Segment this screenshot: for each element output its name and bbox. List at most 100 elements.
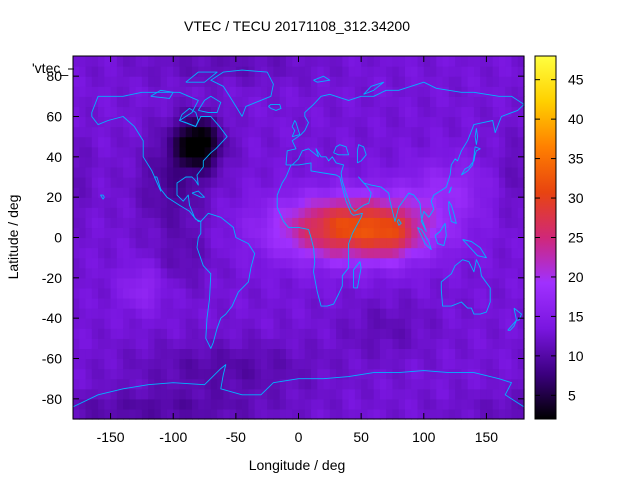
heatmap-cell xyxy=(423,277,431,289)
coastline-victoria-island xyxy=(150,89,174,99)
heatmap-cell xyxy=(179,257,187,269)
heatmap-cell xyxy=(179,227,187,239)
heatmap-cell xyxy=(217,308,224,319)
heatmap-cell xyxy=(235,76,243,87)
heatmap-cell xyxy=(311,308,318,319)
heatmap-cell xyxy=(361,207,368,218)
heatmap-cell xyxy=(323,408,331,420)
heatmap-cell xyxy=(373,378,381,390)
heatmap-cell xyxy=(160,338,168,350)
heatmap-cell xyxy=(104,76,112,87)
heatmap-cell xyxy=(185,187,193,198)
coastline-madagascar xyxy=(353,261,362,289)
heatmap-cell xyxy=(430,126,437,138)
heatmap-cell xyxy=(223,126,231,138)
heatmap-cell xyxy=(98,298,105,309)
heatmap-cell xyxy=(404,86,412,97)
heatmap-cell xyxy=(505,298,513,309)
heatmap-cell xyxy=(348,187,356,198)
heatmap-cell xyxy=(141,116,149,128)
heatmap-cell xyxy=(398,277,406,289)
heatmap-cell xyxy=(480,328,488,339)
heatmap-cell xyxy=(329,197,337,208)
heatmap-cell xyxy=(229,338,237,350)
heatmap-cell xyxy=(123,106,130,118)
heatmap-cell xyxy=(342,287,350,299)
heatmap-cell xyxy=(160,66,168,77)
heatmap-cell xyxy=(104,106,112,118)
heatmap-cell xyxy=(204,187,212,198)
heatmap-cell xyxy=(116,106,124,118)
heatmap-cell xyxy=(85,126,93,138)
heatmap-cell xyxy=(292,86,300,97)
heatmap-cell xyxy=(123,197,130,208)
heatmap-cell xyxy=(461,348,469,360)
heatmap-cell xyxy=(442,338,450,350)
heatmap-cell xyxy=(329,368,337,380)
heatmap-cell xyxy=(129,318,137,329)
heatmap-cell xyxy=(123,237,130,249)
heatmap-cell xyxy=(317,257,325,269)
heatmap-cell xyxy=(404,177,412,188)
heatmap-cell xyxy=(473,338,481,350)
heatmap-cell xyxy=(198,136,206,148)
heatmap-cell xyxy=(323,146,331,158)
heatmap-cell xyxy=(461,338,469,350)
heatmap-cell xyxy=(85,388,93,400)
heatmap-cell xyxy=(198,247,206,259)
heatmap-cell xyxy=(292,308,300,319)
heatmap-cell xyxy=(198,126,206,138)
heatmap-cell xyxy=(304,66,312,77)
heatmap-cell xyxy=(166,287,174,299)
heatmap-cell xyxy=(354,348,362,360)
heatmap-cell xyxy=(442,96,450,108)
heatmap-cell xyxy=(436,156,444,168)
heatmap-cell xyxy=(242,308,249,319)
heatmap-cell xyxy=(154,247,162,259)
heatmap-cell xyxy=(260,177,268,188)
heatmap-cell xyxy=(505,227,513,239)
heatmap-cell xyxy=(361,136,368,148)
heatmap-cell xyxy=(285,358,293,370)
heatmap-cell xyxy=(79,257,87,269)
heatmap-cell xyxy=(311,408,318,420)
heatmap-cell xyxy=(342,398,350,410)
heatmap-cell xyxy=(160,388,168,400)
heatmap-cell xyxy=(448,177,456,188)
heatmap-cell xyxy=(411,257,419,269)
heatmap-cell xyxy=(342,348,350,360)
heatmap-cell xyxy=(73,66,80,77)
heatmap-cell xyxy=(486,308,494,319)
heatmap-cell xyxy=(455,328,462,339)
heatmap-cell xyxy=(348,126,356,138)
heatmap-cell xyxy=(505,177,513,188)
heatmap-cell xyxy=(154,267,162,279)
heatmap-cell xyxy=(311,227,318,239)
heatmap-cell xyxy=(486,187,494,198)
heatmap-cell xyxy=(448,96,456,108)
heatmap-cell xyxy=(505,318,513,329)
heatmap-cell xyxy=(448,257,456,269)
heatmap-cell xyxy=(386,328,394,339)
heatmap-cell xyxy=(354,408,362,420)
heatmap-cell xyxy=(160,177,168,188)
heatmap-cell xyxy=(79,227,87,239)
heatmap-cell xyxy=(279,106,287,118)
heatmap-cell xyxy=(91,378,99,390)
heatmap-cell xyxy=(292,358,300,370)
heatmap-cell xyxy=(223,237,231,249)
heatmap-cell xyxy=(267,126,275,138)
heatmap-cell xyxy=(292,207,300,218)
heatmap-cell xyxy=(73,338,80,350)
heatmap-cell xyxy=(248,287,256,299)
heatmap-cell xyxy=(248,136,256,148)
heatmap-cell xyxy=(141,136,149,148)
heatmap-cell xyxy=(498,177,506,188)
heatmap-cell xyxy=(492,227,500,239)
heatmap-cell xyxy=(298,66,306,77)
heatmap-cell xyxy=(455,106,462,118)
heatmap-cell xyxy=(348,308,356,319)
heatmap-cell xyxy=(192,318,199,329)
heatmap-cell xyxy=(298,217,306,229)
heatmap-cell xyxy=(467,368,475,380)
